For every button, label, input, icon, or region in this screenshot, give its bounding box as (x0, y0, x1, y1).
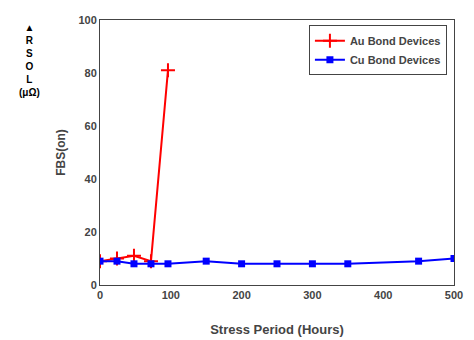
svg-text:0: 0 (97, 289, 103, 301)
svg-text:▲RSOL(μΩ): ▲RSOL(μΩ) (19, 22, 40, 98)
svg-text:300: 300 (303, 289, 321, 301)
svg-text:0: 0 (91, 279, 97, 291)
svg-text:100: 100 (78, 14, 96, 26)
svg-text:200: 200 (232, 289, 250, 301)
svg-text:500: 500 (445, 289, 463, 301)
svg-text:FBS(on): FBS(on) (54, 129, 68, 176)
svg-text:60: 60 (85, 120, 97, 132)
svg-text:20: 20 (85, 226, 97, 238)
svg-text:Au Bond Devices: Au Bond Devices (350, 35, 440, 47)
svg-text:40: 40 (85, 173, 97, 185)
svg-text:80: 80 (85, 67, 97, 79)
svg-text:Cu Bond Devices: Cu Bond Devices (350, 54, 440, 66)
svg-text:100: 100 (162, 289, 180, 301)
svg-text:Stress Period (Hours): Stress Period (Hours) (210, 322, 344, 337)
svg-text:400: 400 (374, 289, 392, 301)
